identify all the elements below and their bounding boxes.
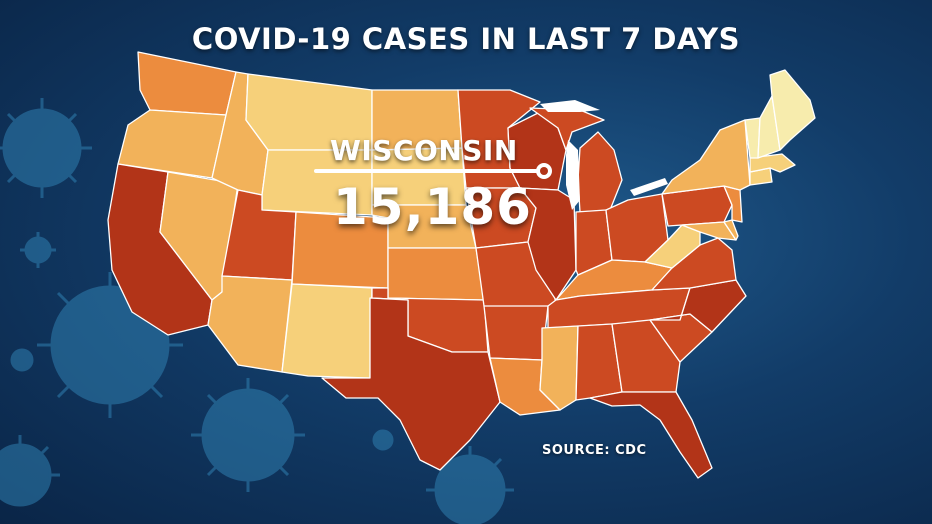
lake-michigan [566, 140, 580, 210]
state-wyoming [261, 149, 373, 216]
lake-erie [630, 178, 668, 196]
state-new-york [661, 119, 751, 195]
callout-leader [314, 163, 552, 179]
source-credit: SOURCE: CDC [542, 443, 647, 458]
virus-particle-icon [10, 348, 34, 372]
state-kansas [387, 247, 485, 301]
state-arkansas [483, 305, 549, 361]
state-new-mexico [281, 283, 373, 379]
state-maine [769, 69, 816, 151]
lake-superior [540, 100, 600, 112]
virus-particle-icon [191, 378, 305, 492]
virus-particle-icon [0, 98, 92, 198]
state-massachusetts [749, 153, 796, 173]
virus-particle-icon [0, 435, 60, 507]
state-washington [137, 51, 237, 116]
virus-particle-icon [372, 429, 394, 451]
virus-particle-icon [20, 232, 56, 268]
callout-state-name: WISCONSIN [330, 134, 518, 167]
state-georgia [611, 319, 681, 393]
map-title: COVID-19 CASES IN LAST 7 DAYS [191, 22, 741, 56]
state-texas [321, 297, 501, 471]
state-delaware [723, 219, 739, 241]
callout-case-count: 15,186 [333, 178, 532, 236]
state-maryland [681, 221, 737, 241]
state-florida [589, 391, 713, 479]
